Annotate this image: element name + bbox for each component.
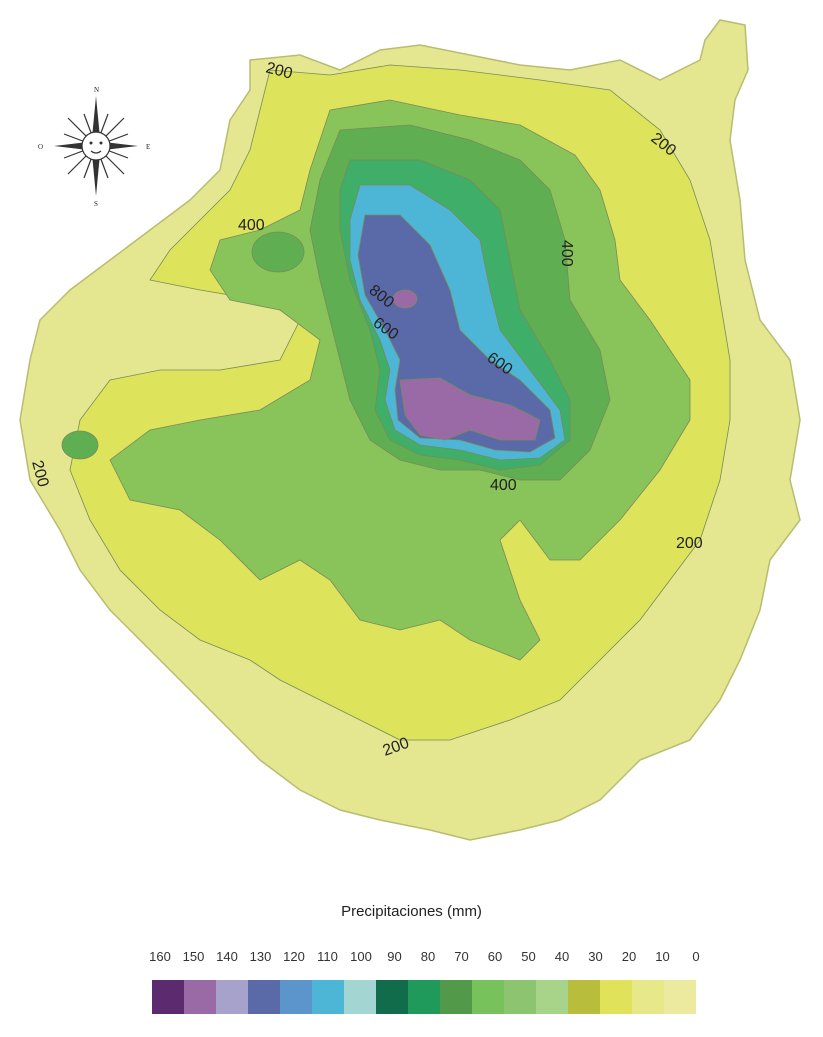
legend-value: 30 [588,949,603,964]
legend-value: 70 [454,949,469,964]
legend-swatch [504,980,536,1014]
legend-swatch [472,980,504,1014]
legend-value: 130 [249,949,272,964]
legend-value: 80 [420,949,436,964]
peak-spot [392,289,418,309]
legend-value: 120 [283,949,305,964]
legend-value: 40 [554,949,570,964]
contour-label-200-north: 200 [264,59,294,82]
legend-swatch [632,980,664,1014]
contour-label-400-nw: 400 [238,217,265,234]
compass-rose-icon: N S O E [38,86,150,208]
compass-east-label: E [146,143,150,151]
legend-value: 160 [149,949,171,964]
compass-west-label: O [38,143,43,151]
legend-color-bar [152,980,696,1014]
contour-label-400-south: 400 [490,477,517,494]
legend-swatch [184,980,216,1014]
legend-swatch [440,980,472,1014]
precipitation-map: 200 200 200 200 200 400 400 400 600 600 … [19,19,801,841]
contour-label-200-east: 200 [676,535,703,552]
compass-north-label: N [94,86,99,94]
legend-value: 60 [487,949,503,964]
band-500mm-patch-west [61,430,99,460]
contour-label-400-ne: 400 [558,240,575,267]
legend-swatch [536,980,568,1014]
legend-value: 20 [621,949,637,964]
legend-value: 10 [655,949,670,964]
legend-value: 110 [317,949,338,964]
legend-swatch [408,980,440,1014]
legend-swatch [600,980,632,1014]
legend-swatch [152,980,184,1014]
contour-label-200-west: 200 [28,459,51,489]
legend-value: 50 [521,949,536,964]
band-900mm [399,377,541,441]
compass-south-label: S [94,200,98,208]
legend-swatch [376,980,408,1014]
legend-swatch [568,980,600,1014]
legend-swatch [280,980,312,1014]
legend-swatch [312,980,344,1014]
legend-value: 100 [350,949,372,964]
legend-value: 0 [692,949,700,964]
legend-swatch [216,980,248,1014]
legend-swatch [344,980,376,1014]
legend-value: 90 [387,949,402,964]
legend-value: 150 [182,949,205,964]
legend-swatch [248,980,280,1014]
legend-title: Precipitaciones (mm) [341,903,482,920]
legend-value: 140 [216,949,238,964]
band-500mm-patch-nw [251,231,305,273]
legend-swatch [664,980,696,1014]
